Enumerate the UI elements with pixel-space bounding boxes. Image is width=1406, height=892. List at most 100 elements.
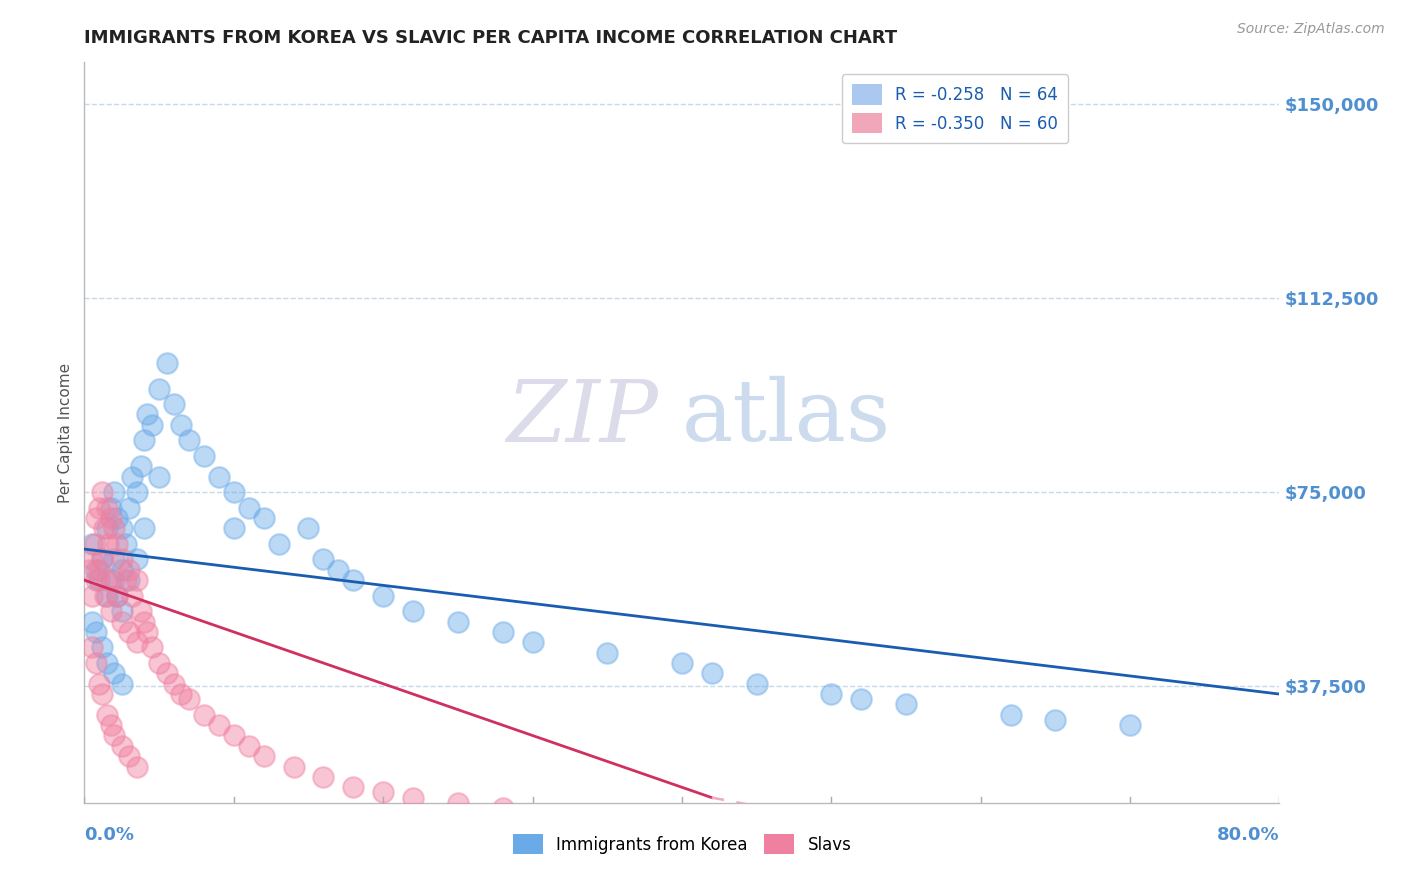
Point	[89, 563, 111, 577]
Point	[111, 677, 134, 691]
Point	[115, 573, 138, 587]
Point	[94, 589, 117, 603]
Point	[671, 656, 693, 670]
Point	[121, 589, 143, 603]
Point	[91, 640, 114, 655]
Point	[136, 408, 159, 422]
Point	[222, 729, 245, 743]
Point	[312, 770, 335, 784]
Point	[312, 552, 335, 566]
Point	[745, 677, 768, 691]
Point	[283, 759, 305, 773]
Point	[1045, 713, 1067, 727]
Point	[97, 537, 120, 551]
Point	[148, 656, 170, 670]
Point	[297, 521, 319, 535]
Point	[148, 382, 170, 396]
Point	[96, 573, 118, 587]
Point	[103, 729, 125, 743]
Point	[86, 656, 108, 670]
Point	[86, 573, 108, 587]
Point	[89, 677, 111, 691]
Point	[163, 677, 186, 691]
Point	[328, 563, 350, 577]
Y-axis label: Per Capita Income: Per Capita Income	[58, 362, 73, 503]
Point	[103, 573, 125, 587]
Point	[373, 589, 395, 603]
Point	[86, 563, 108, 577]
Point	[596, 646, 619, 660]
Point	[222, 521, 245, 535]
Point	[193, 449, 215, 463]
Point	[100, 573, 122, 587]
Point	[118, 749, 141, 764]
Point	[238, 500, 260, 515]
Point	[105, 589, 128, 603]
Point	[267, 537, 290, 551]
Point	[342, 780, 364, 795]
Point	[103, 521, 125, 535]
Point	[96, 589, 118, 603]
Point	[118, 500, 141, 515]
Point	[96, 521, 118, 535]
Point	[111, 739, 134, 753]
Point	[100, 500, 122, 515]
Point	[91, 485, 114, 500]
Point	[125, 485, 148, 500]
Point	[96, 656, 118, 670]
Point	[80, 589, 103, 603]
Point	[125, 635, 148, 649]
Point	[238, 739, 260, 753]
Point	[402, 604, 425, 618]
Point	[342, 573, 364, 587]
Point	[447, 615, 470, 629]
Point	[132, 434, 156, 448]
Point	[820, 687, 842, 701]
Point	[111, 552, 134, 566]
Point	[100, 604, 122, 618]
Point	[851, 692, 873, 706]
Text: Source: ZipAtlas.com: Source: ZipAtlas.com	[1237, 22, 1385, 37]
Point	[141, 640, 163, 655]
Point	[105, 589, 128, 603]
Point	[132, 615, 156, 629]
Point	[77, 563, 100, 577]
Text: ZIP: ZIP	[506, 376, 658, 459]
Point	[121, 469, 143, 483]
Point	[155, 356, 177, 370]
Point	[91, 687, 114, 701]
Point	[83, 537, 105, 551]
Point	[118, 624, 141, 639]
Point	[86, 624, 108, 639]
Point	[80, 640, 103, 655]
Point	[125, 759, 148, 773]
Point	[141, 417, 163, 432]
Point	[93, 521, 115, 535]
Point	[80, 552, 103, 566]
Point	[111, 521, 134, 535]
Point	[111, 563, 134, 577]
Point	[100, 718, 122, 732]
Point	[96, 500, 118, 515]
Point	[91, 552, 114, 566]
Point	[115, 537, 138, 551]
Text: IMMIGRANTS FROM KOREA VS SLAVIC PER CAPITA INCOME CORRELATION CHART: IMMIGRANTS FROM KOREA VS SLAVIC PER CAPI…	[84, 29, 897, 47]
Point	[80, 615, 103, 629]
Point	[492, 624, 515, 639]
Point	[177, 434, 200, 448]
Point	[193, 707, 215, 722]
Point	[522, 635, 544, 649]
Legend: Immigrants from Korea, Slavs: Immigrants from Korea, Slavs	[506, 828, 858, 861]
Point	[103, 552, 125, 566]
Text: atlas: atlas	[682, 376, 891, 459]
Point	[96, 707, 118, 722]
Point	[700, 666, 723, 681]
Point	[132, 521, 156, 535]
Point	[118, 563, 141, 577]
Point	[125, 573, 148, 587]
Point	[100, 511, 122, 525]
Point	[492, 801, 515, 815]
Point	[208, 718, 231, 732]
Point	[222, 485, 245, 500]
Text: 0.0%: 0.0%	[84, 826, 135, 844]
